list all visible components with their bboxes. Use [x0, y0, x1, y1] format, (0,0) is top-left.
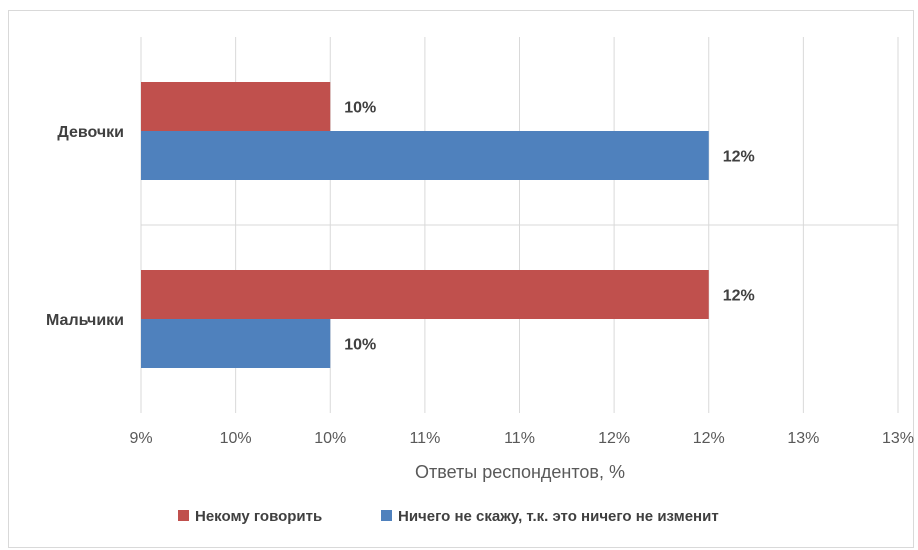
legend-swatch: [178, 510, 189, 521]
x-tick-label: 11%: [409, 430, 440, 447]
legend: Некому говорить Ничего не скажу, т.к. это…: [178, 508, 719, 525]
x-tick-label: 11%: [504, 430, 535, 447]
category-label: Мальчики: [46, 312, 124, 329]
bar: [141, 270, 709, 319]
data-label: 10%: [344, 337, 376, 354]
legend-swatch: [381, 510, 392, 521]
x-tick-label: 13%: [787, 430, 819, 447]
x-tick-label: 9%: [129, 430, 152, 447]
labels: 9% 10% 10% 11% 11% 12% 12% 13% 13% Мальчики 12% 10%…: [46, 100, 914, 448]
x-tick-label: 13%: [882, 430, 914, 447]
x-tick-label: 10%: [220, 430, 252, 447]
bar: [141, 131, 709, 180]
chart-frame: [8, 10, 914, 548]
x-tick-label: 10%: [314, 430, 346, 447]
x-axis-title: Ответы респондентов, %: [415, 462, 625, 482]
legend-label: Некому говорить: [195, 508, 322, 525]
data-label: 12%: [723, 149, 755, 166]
x-tick-label: 12%: [598, 430, 630, 447]
legend-label: Ничего не скажу, т.к. это ничего не изме…: [398, 508, 719, 525]
x-tick-label: 12%: [693, 430, 725, 447]
data-label: 10%: [344, 100, 376, 117]
data-label: 12%: [723, 288, 755, 305]
bars: [141, 82, 709, 368]
bar: [141, 82, 331, 131]
bar: [141, 319, 331, 368]
category-label: Девочки: [57, 124, 124, 141]
